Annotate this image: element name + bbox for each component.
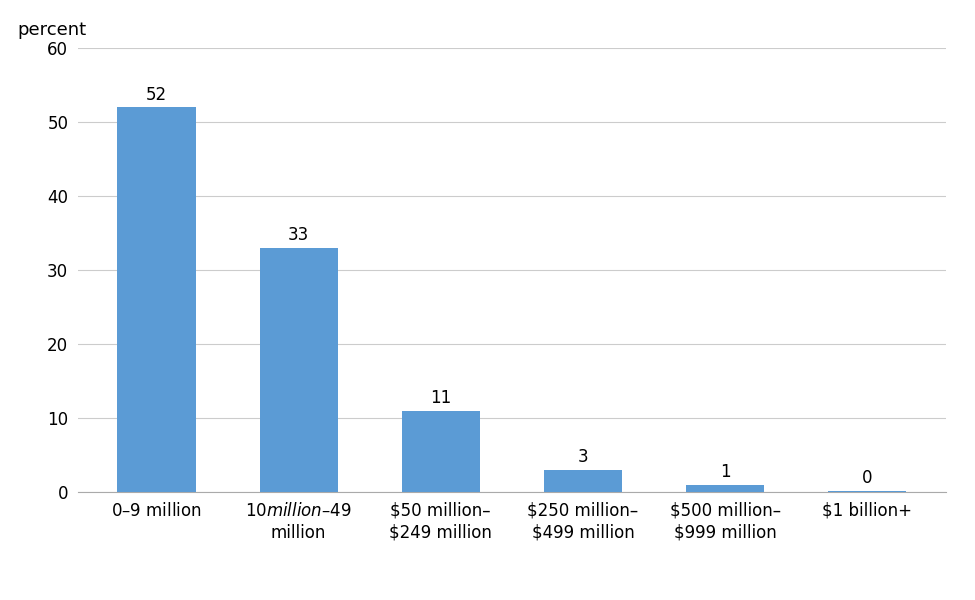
Bar (402, 410, 480, 492)
Text: 33: 33 (288, 226, 309, 244)
Bar (259, 248, 337, 492)
Text: 1: 1 (720, 463, 730, 481)
Text: 11: 11 (430, 389, 451, 407)
Bar (686, 485, 764, 492)
Bar (544, 470, 622, 492)
Bar (117, 107, 196, 492)
Text: percent: percent (18, 21, 87, 39)
Text: 3: 3 (577, 448, 588, 466)
Text: 52: 52 (146, 85, 167, 103)
Text: 0: 0 (862, 469, 873, 487)
Bar (828, 491, 907, 492)
